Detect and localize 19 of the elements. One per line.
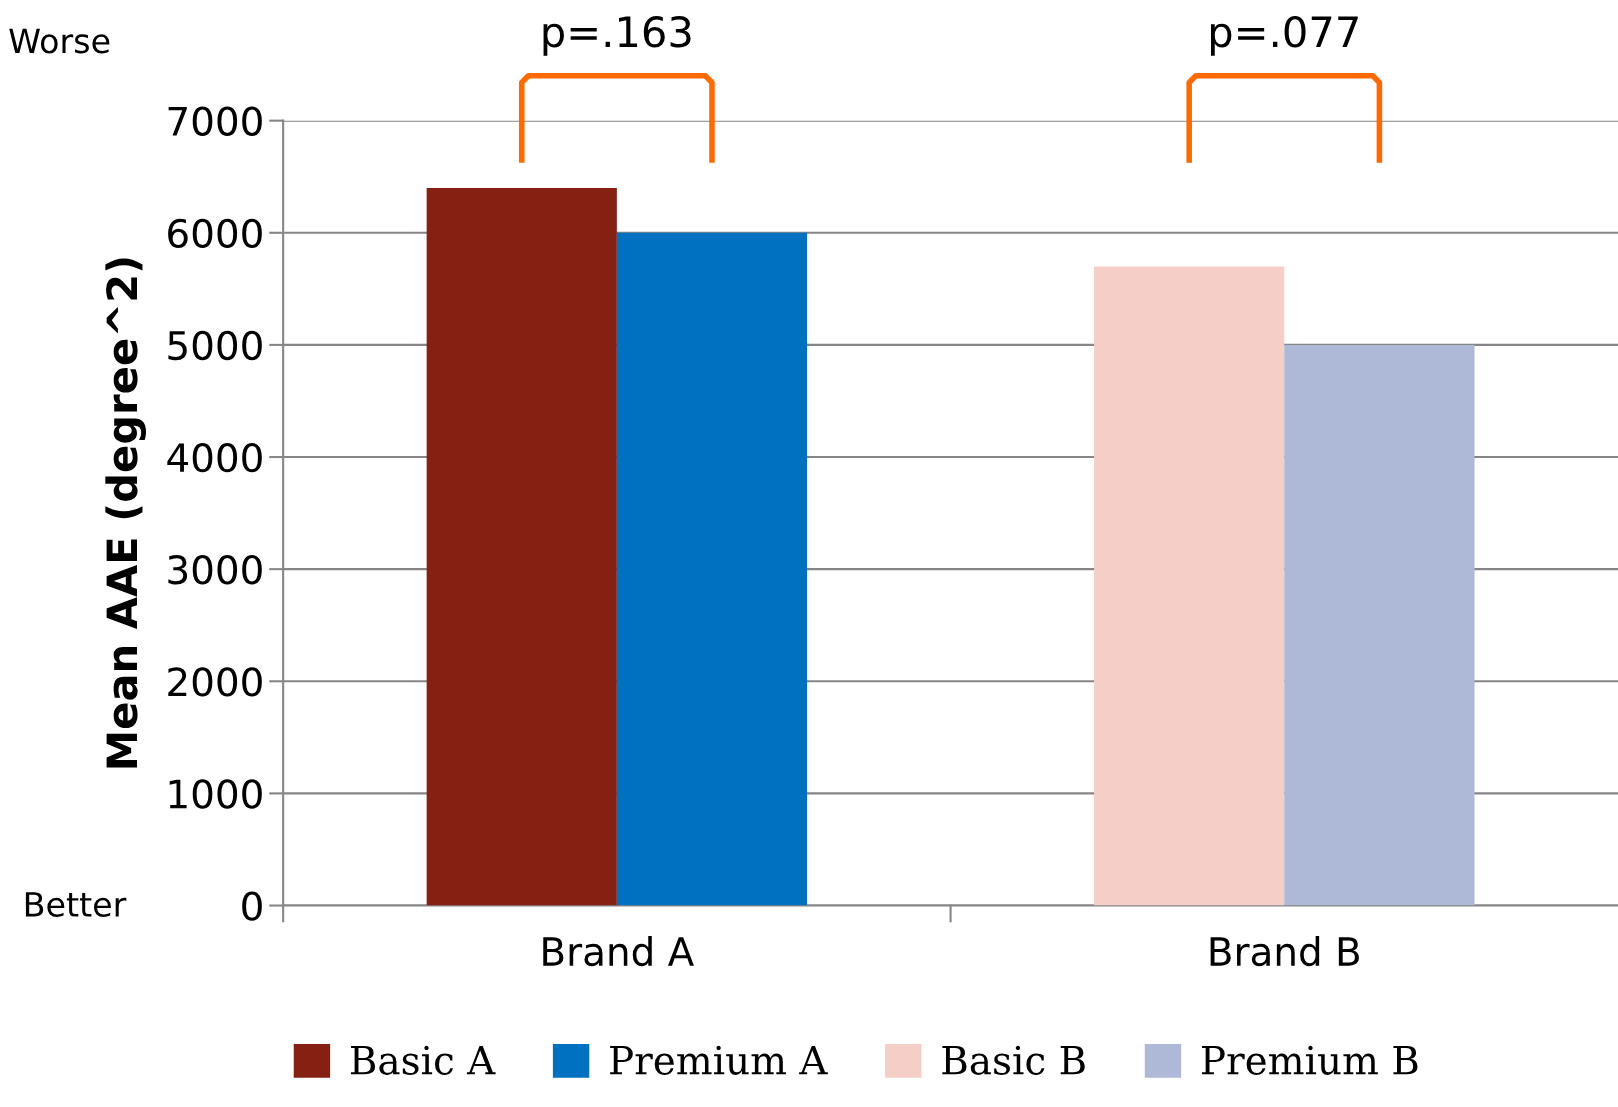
y-tick-label: 2000 [168,667,262,697]
y-tick-label: 0 [242,891,262,921]
x-tick-label: Brand B [1210,936,1359,967]
text: p=.077 [1211,16,1358,56]
text: Worse [9,28,110,54]
text: Better [25,892,127,917]
text: p=.163 [543,16,691,56]
legend-label: Premium B [1202,1045,1418,1075]
y-tick-label: 4000 [167,442,262,473]
legend-label: Premium A [610,1045,828,1075]
y-axis-title: Mean AAE (degree^2) [105,258,146,768]
y-tick-label: 7000 [168,106,262,136]
y-tick-label: 3000 [168,555,262,585]
legend-label: Basic B [942,1045,1085,1075]
y-tick-label: 5000 [168,330,262,361]
y-tick-label: 6000 [168,218,262,249]
legend-label: Basic A [351,1045,496,1075]
x-tick-label: Brand A [543,936,694,967]
y-tick-label: 1000 [169,779,262,809]
